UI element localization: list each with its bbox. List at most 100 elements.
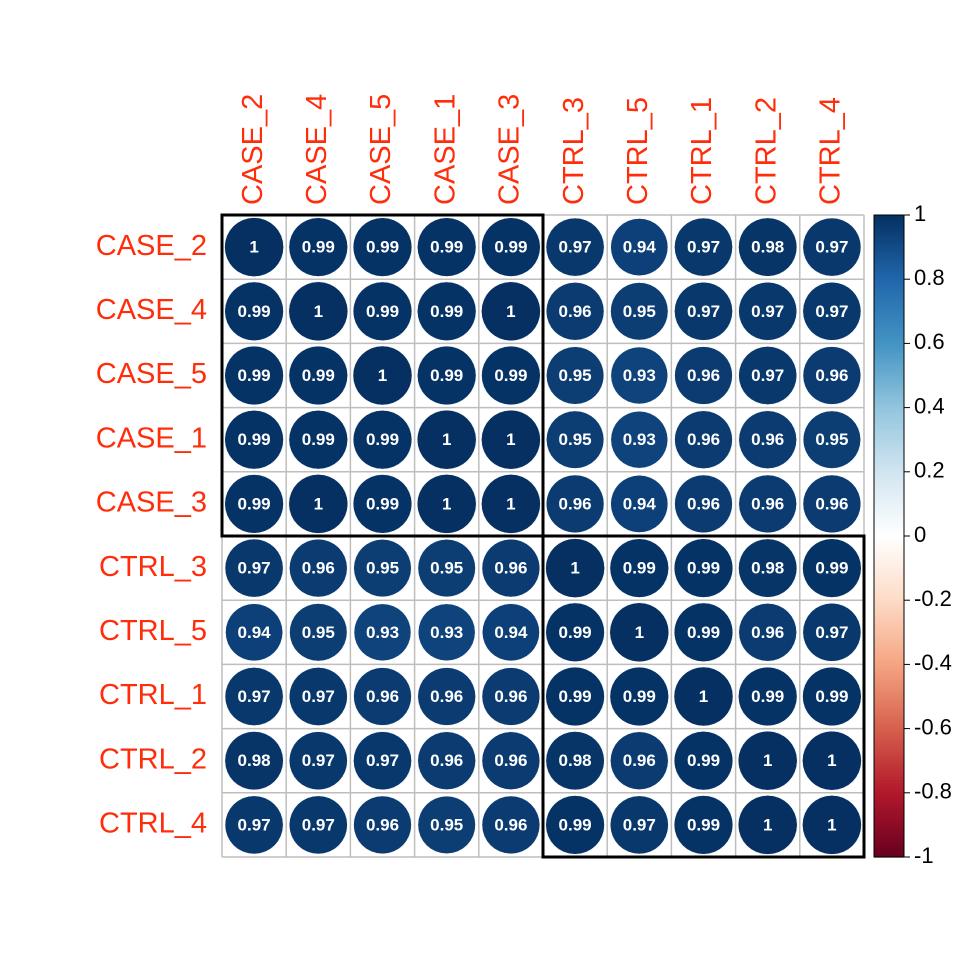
corr-circle: [545, 731, 605, 791]
corr-circle: [609, 795, 669, 855]
corr-label: 0.96: [494, 815, 527, 834]
colorbar-segment: [874, 802, 904, 807]
colorbar-tick-label: -1: [914, 843, 934, 868]
colorbar-segment: [874, 754, 904, 759]
corr-label: 0.95: [559, 366, 592, 385]
corr-circle: [738, 217, 798, 277]
colorbar-segment: [874, 401, 904, 405]
colorbar-segment: [874, 709, 904, 714]
corr-circle: [224, 667, 284, 726]
colorbar-segment: [874, 455, 904, 460]
colorbar-segment: [874, 218, 904, 223]
corr-circle: [545, 666, 605, 727]
corr-circle: [802, 666, 862, 727]
colorbar-tick-label: 0: [914, 522, 926, 547]
corr-circle: [674, 410, 733, 469]
colorbar-segment: [874, 577, 904, 582]
colorbar-segment: [874, 285, 904, 290]
colorbar-segment: [874, 346, 904, 351]
colorbar-segment: [874, 812, 904, 816]
row-label: CTRL_3: [99, 551, 207, 583]
corr-label: 0.98: [238, 751, 271, 770]
corr-circle: [288, 281, 349, 342]
corr-circle: [224, 474, 284, 534]
corr-label: 1: [570, 559, 579, 578]
corr-circle: [738, 281, 798, 341]
corr-circle: [545, 217, 605, 277]
corr-label: 0.97: [238, 815, 271, 834]
colorbar-segment: [874, 292, 904, 296]
column-label: CASE_2: [237, 94, 269, 205]
colorbar-segment: [874, 792, 904, 797]
corr-label: 0.94: [623, 238, 657, 257]
colorbar-segment: [874, 561, 904, 566]
colorbar-segment: [874, 638, 904, 643]
corr-circle: [288, 667, 348, 726]
corr-label: 0.99: [559, 815, 592, 834]
colorbar-segment: [874, 532, 904, 537]
corr-label: 0.99: [623, 687, 656, 706]
corr-circle: [802, 795, 862, 855]
corr-label: 1: [635, 623, 644, 642]
corr-label: 1: [249, 238, 258, 257]
corr-label: 0.99: [430, 238, 463, 257]
corr-circle: [224, 281, 284, 341]
colorbar-segment: [874, 253, 904, 258]
corr-label: 0.97: [687, 238, 720, 257]
corr-circle: [738, 538, 798, 598]
corr-label: 0.99: [366, 302, 399, 321]
corr-circle: [546, 346, 605, 405]
corr-label: 0.99: [430, 302, 463, 321]
colorbar-segment: [874, 590, 904, 595]
colorbar-segment: [874, 452, 904, 457]
corr-label: 0.99: [751, 687, 784, 706]
corr-label: 0.99: [238, 302, 271, 321]
colorbar-segment: [874, 715, 904, 720]
colorbar-segment: [874, 580, 904, 585]
corr-circle: [481, 217, 541, 277]
corr-circle: [353, 795, 412, 855]
colorbar-segment: [874, 548, 904, 553]
colorbar-segment: [874, 808, 904, 813]
corr-label: 0.96: [751, 623, 784, 642]
corr-circle: [545, 474, 605, 534]
corr-label: 0.97: [815, 623, 848, 642]
colorbar-segment: [874, 828, 904, 832]
corr-label: 1: [314, 494, 323, 513]
corr-circle: [802, 538, 862, 598]
colorbar-segment: [874, 593, 904, 598]
colorbar-segment: [874, 770, 904, 775]
corr-label: 0.99: [238, 494, 271, 513]
corr-label: 0.94: [623, 494, 657, 513]
corr-circle: [481, 345, 541, 406]
colorbar-segment: [874, 224, 904, 229]
corr-label: 0.97: [559, 238, 592, 257]
column-label: CASE_5: [365, 94, 397, 205]
corr-circle: [224, 731, 284, 791]
colorbar-segment: [874, 747, 904, 752]
corr-circle: [673, 538, 734, 598]
corr-circle: [224, 345, 284, 406]
corr-circle: [738, 603, 797, 662]
corr-circle: [481, 795, 541, 855]
colorbar-segment: [874, 767, 904, 771]
corr-label: 0.96: [687, 366, 720, 385]
colorbar-segment: [874, 728, 904, 733]
cluster-rect: [541, 534, 866, 859]
corr-label: 0.97: [623, 815, 656, 834]
column-label: CTRL_2: [750, 97, 782, 205]
corr-label: 1: [763, 751, 772, 770]
corr-label: 0.96: [366, 815, 399, 834]
corr-label: 0.97: [751, 366, 784, 385]
corr-circle: [288, 474, 349, 534]
corr-label: 1: [314, 302, 323, 321]
colorbar-segment: [874, 410, 904, 415]
corr-circle: [417, 795, 476, 854]
colorbar-segment: [874, 606, 904, 611]
colorbar-segment: [874, 503, 904, 508]
colorbar-segment: [874, 600, 904, 605]
row-label: CTRL_1: [99, 679, 207, 711]
colorbar-segment: [874, 272, 904, 277]
row-label: CASE_4: [96, 294, 207, 326]
colorbar-segment: [874, 574, 904, 579]
